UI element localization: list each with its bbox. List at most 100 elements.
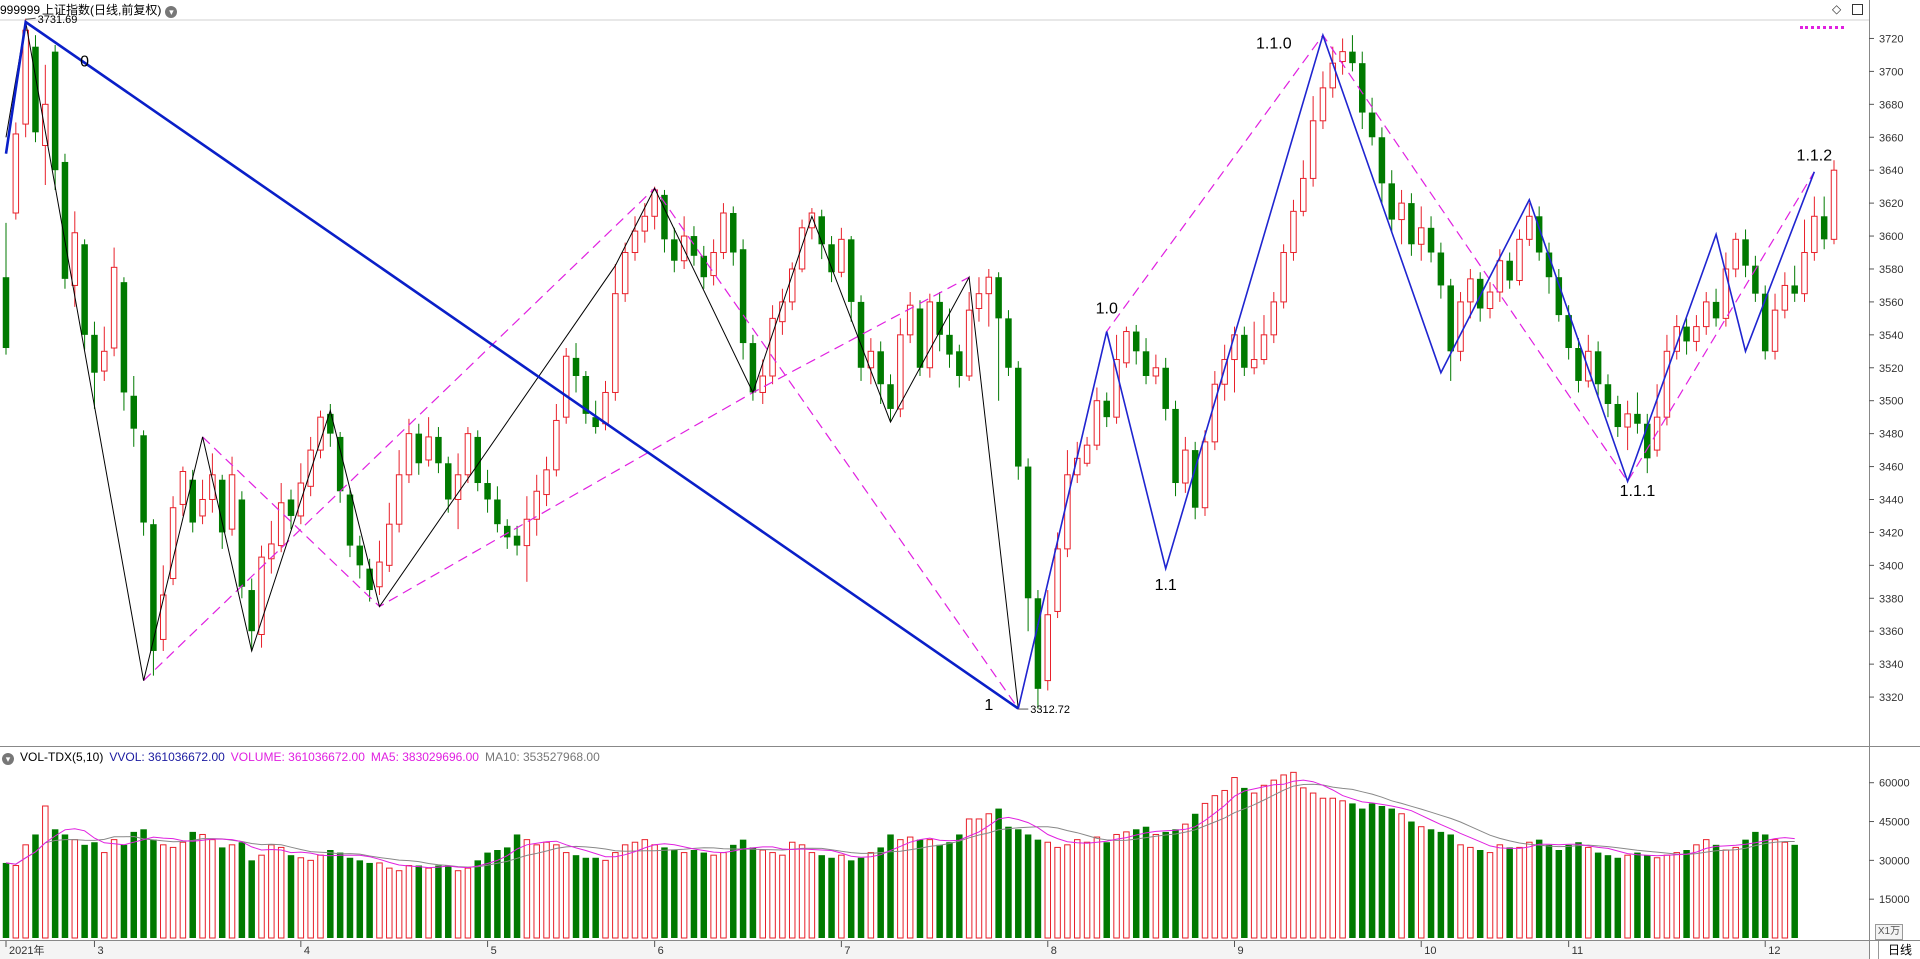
candle	[838, 227, 845, 278]
volume-header: ▾ VOL-TDX(5,10) VVOL: 361036672.00 VOLUME: …	[0, 748, 606, 766]
volume-bar-down	[1575, 842, 1582, 938]
candle-body-down	[435, 436, 442, 464]
volume-bar-up	[1329, 797, 1337, 939]
candle	[1732, 232, 1739, 278]
candle	[1811, 196, 1818, 261]
volume-bar-up	[769, 852, 776, 939]
candle-body-up	[228, 474, 236, 530]
volume-bar-up	[110, 839, 118, 939]
volume-bar-up	[317, 854, 324, 939]
volume-value: VOLUME: 361036672.00	[230, 750, 365, 764]
candle	[661, 189, 668, 253]
candle	[1388, 170, 1395, 233]
header-dropdown-icon[interactable]: ▾	[165, 6, 178, 18]
candle-body-down	[1742, 239, 1749, 266]
volume-bar-down	[1378, 806, 1386, 938]
volume-bar-down	[1506, 847, 1513, 938]
x-tick-label: 7	[844, 945, 850, 957]
candle	[1329, 46, 1337, 98]
price-y-tick-label: 3720	[1879, 33, 1903, 45]
candle-body-up	[1496, 260, 1504, 293]
candle-body-down	[671, 239, 678, 261]
candle	[1368, 97, 1376, 146]
volume-bar-down	[1024, 834, 1032, 938]
candle-body-up	[1064, 474, 1071, 550]
candle	[130, 376, 138, 447]
candle	[277, 483, 285, 553]
candle	[906, 292, 914, 344]
volume-bar-down	[572, 855, 580, 938]
volume-bar-up	[268, 844, 275, 939]
volume-bar-down	[81, 844, 88, 938]
candle-body-up	[1771, 309, 1779, 352]
candle-body-up	[680, 235, 688, 262]
candle	[1644, 413, 1651, 474]
candle-body-down	[1241, 334, 1248, 368]
candle-body-down	[1506, 260, 1513, 281]
candle-body-up	[1123, 331, 1130, 364]
volume-dropdown-icon[interactable]: ▾	[2, 753, 14, 765]
candle	[1408, 193, 1415, 256]
volume-bar-down	[582, 857, 590, 938]
volume-series	[2, 771, 1798, 939]
candle	[150, 519, 157, 676]
candle-body-down	[346, 494, 354, 546]
wave-lines	[4, 19, 1816, 711]
candle	[956, 344, 963, 388]
volume-bar-down	[336, 852, 344, 938]
candle	[140, 430, 147, 536]
volume-bar-up	[1113, 833, 1120, 939]
candle-body-down	[150, 524, 157, 651]
volume-bar-down	[1034, 839, 1042, 938]
volume-bar-up	[1663, 854, 1671, 939]
candle-body-up	[1260, 334, 1268, 361]
candle	[1604, 374, 1612, 418]
candle	[61, 153, 69, 289]
candle-body-down	[494, 499, 501, 525]
volume-bar-up	[1457, 844, 1464, 939]
period-tab[interactable]: 日线	[1878, 941, 1920, 959]
candle	[228, 456, 236, 536]
volume-bar-down	[1555, 850, 1563, 938]
price-y-tick-label: 3380	[1879, 593, 1903, 605]
candle	[572, 343, 580, 393]
candle-body-up	[395, 474, 403, 525]
candle-body-down	[1545, 252, 1553, 278]
candle-body-up	[553, 419, 560, 471]
window-box-icon[interactable]	[1852, 4, 1863, 15]
candle-body-up	[1417, 227, 1425, 245]
candle-body-down	[1575, 348, 1582, 381]
candle-body-down	[1594, 351, 1602, 385]
volume-bar-up	[1771, 839, 1779, 939]
candle	[749, 334, 757, 401]
candle-body-down	[1132, 331, 1140, 352]
diamond-icon[interactable]: ◇	[1832, 2, 1842, 16]
volume-bar-down	[936, 844, 943, 938]
x-tick-label: 3	[97, 945, 103, 957]
volume-bar-up	[386, 867, 393, 939]
vvol-value: VVOL: 361036672.00	[109, 750, 225, 764]
candle	[730, 206, 737, 266]
candle	[867, 338, 875, 385]
volume-bar-down	[592, 857, 599, 938]
candle-body-up	[985, 276, 993, 295]
candle-body-down	[661, 194, 668, 240]
volume-bar-up	[1260, 784, 1268, 939]
price-labels: 3731.69 3312.72	[25, 14, 1070, 716]
candle	[386, 502, 393, 572]
candle-body-down	[1162, 367, 1169, 409]
volume-bar-down	[1172, 829, 1179, 938]
price-y-tick-label: 3500	[1879, 396, 1903, 408]
volume-bar-down	[700, 852, 708, 938]
volume-bar-up	[867, 852, 875, 939]
candle-body-down	[1034, 598, 1042, 689]
candle-body-up	[769, 317, 776, 377]
price-y-tick-label: 3460	[1879, 462, 1903, 474]
candlestick-series	[2, 18, 1838, 709]
candle	[1702, 292, 1710, 335]
candle-body-up	[808, 212, 816, 229]
price-y-tick-label: 3700	[1879, 66, 1903, 78]
candle-body-down	[700, 255, 708, 278]
price-y-tick-label: 3680	[1879, 99, 1903, 111]
